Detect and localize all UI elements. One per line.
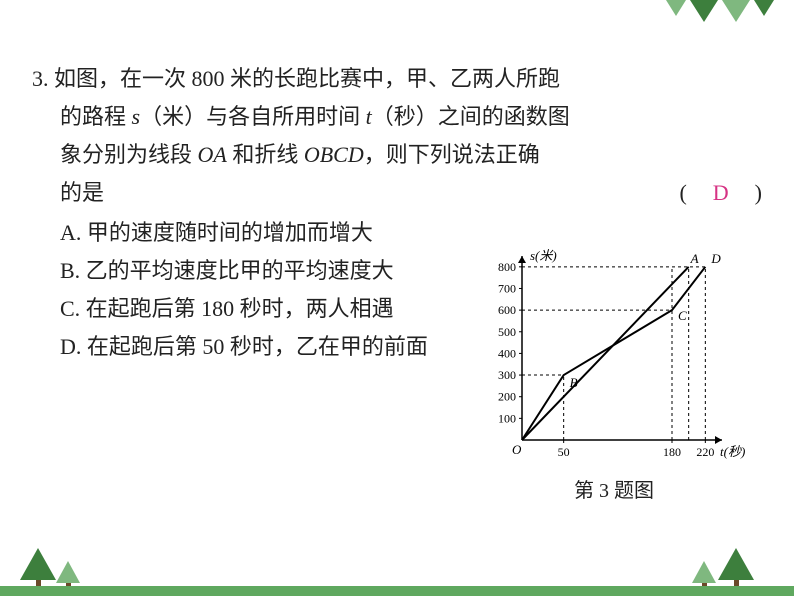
answer-slot: ( D ) (679, 174, 762, 212)
svg-text:800: 800 (498, 260, 516, 274)
question-number: 3. (32, 66, 49, 91)
chart-svg: 100 200 300 400 500 600 700 800 50 180 220 AD B Cs(米)… (474, 238, 754, 468)
svg-text:200: 200 (498, 390, 516, 404)
answer-letter: D (709, 180, 733, 205)
svg-text:500: 500 (498, 325, 516, 339)
svg-text:s(米): s(米) (530, 248, 557, 263)
svg-text:180: 180 (663, 445, 681, 459)
svg-text:600: 600 (498, 303, 516, 317)
svg-text:220: 220 (696, 445, 714, 459)
svg-text:t(秒): t(秒) (720, 444, 745, 459)
svg-text:B: B (570, 375, 578, 390)
svg-text:400: 400 (498, 346, 516, 360)
decorative-triangles-top (666, 0, 774, 22)
chart-container: 100 200 300 400 500 600 700 800 50 180 220 AD B Cs(米)… (474, 238, 754, 503)
svg-text:700: 700 (498, 281, 516, 295)
q-line4: 的是 (60, 174, 104, 212)
q-line1: 如图，在一次 800 米的长跑比赛中，甲、乙两人所跑 (54, 66, 560, 91)
svg-text:50: 50 (558, 445, 570, 459)
chart-caption: 第 3 题图 (474, 474, 754, 503)
svg-text:A: A (690, 251, 699, 266)
svg-text:100: 100 (498, 411, 516, 425)
svg-text:C: C (678, 308, 687, 323)
svg-text:O: O (512, 442, 522, 457)
svg-text:300: 300 (498, 368, 516, 382)
decorative-bottom (0, 546, 794, 596)
svg-text:D: D (710, 251, 721, 266)
